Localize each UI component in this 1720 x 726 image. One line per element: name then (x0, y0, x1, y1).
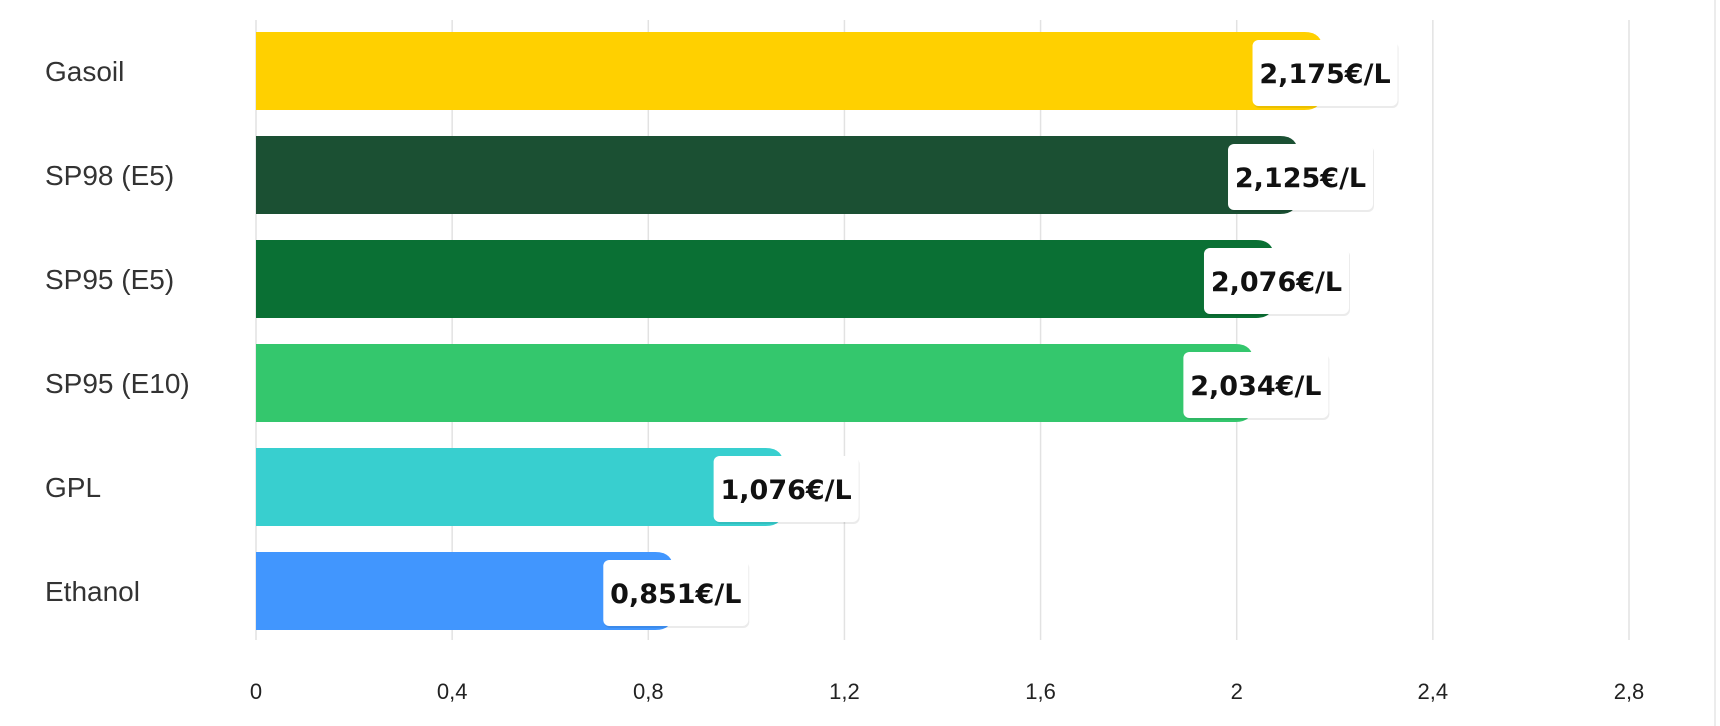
value-label-group: 1,076€/L (713, 456, 860, 524)
bar (256, 240, 1274, 318)
value-label-box (603, 560, 749, 626)
bar (256, 32, 1323, 110)
value-labels: 2,175€/L 2,125€/L 2,076€/L 2,034€/L 1,076€/L… (603, 40, 1399, 628)
bar (256, 552, 674, 630)
value-label-box (713, 456, 859, 522)
x-tick-label: 0 (250, 679, 262, 704)
value-label: 2,034€/L (1190, 371, 1321, 402)
category-label: SP98 (E5) (45, 160, 174, 191)
value-label-group: 2,076€/L (1203, 248, 1350, 316)
value-label-group: 0,851€/L (603, 560, 750, 628)
category-label: Ethanol (45, 576, 140, 607)
value-label-box (1228, 144, 1374, 210)
category-labels: Gasoil SP98 (E5) SP95 (E5) SP95 (E10) GPL Eth… (45, 56, 190, 607)
value-label: 2,125€/L (1235, 163, 1366, 194)
value-label: 2,175€/L (1259, 59, 1390, 90)
value-label-box (1252, 40, 1398, 106)
category-label: SP95 (E5) (45, 264, 174, 295)
bar (256, 136, 1299, 214)
value-label: 1,076€/L (720, 475, 851, 506)
value-label-group: 2,125€/L (1228, 144, 1375, 212)
value-label-group: 2,175€/L (1252, 40, 1399, 108)
x-tick-label: 1,2 (829, 679, 860, 704)
x-tick-label: 1,6 (1025, 679, 1056, 704)
value-label-box (1203, 248, 1349, 314)
value-label: 0,851€/L (610, 579, 741, 610)
grid (255, 0, 1716, 726)
x-tick-label: 0,4 (437, 679, 468, 704)
bar (256, 448, 784, 526)
x-tick-label: 2,8 (1614, 679, 1645, 704)
value-label-box (1183, 352, 1329, 418)
category-label: GPL (45, 472, 101, 503)
x-tick-label: 2,4 (1418, 679, 1449, 704)
x-axis-ticks: 0 0,4 0,8 1,2 1,6 2 2,4 2,8 (250, 679, 1644, 704)
x-tick-label: 2 (1231, 679, 1243, 704)
value-label: 2,076€/L (1211, 267, 1342, 298)
bars (256, 32, 1323, 630)
category-label: Gasoil (45, 56, 124, 87)
value-label-group: 2,034€/L (1183, 352, 1330, 420)
bar (256, 344, 1254, 422)
x-tick-label: 0,8 (633, 679, 664, 704)
category-label: SP95 (E10) (45, 368, 190, 399)
